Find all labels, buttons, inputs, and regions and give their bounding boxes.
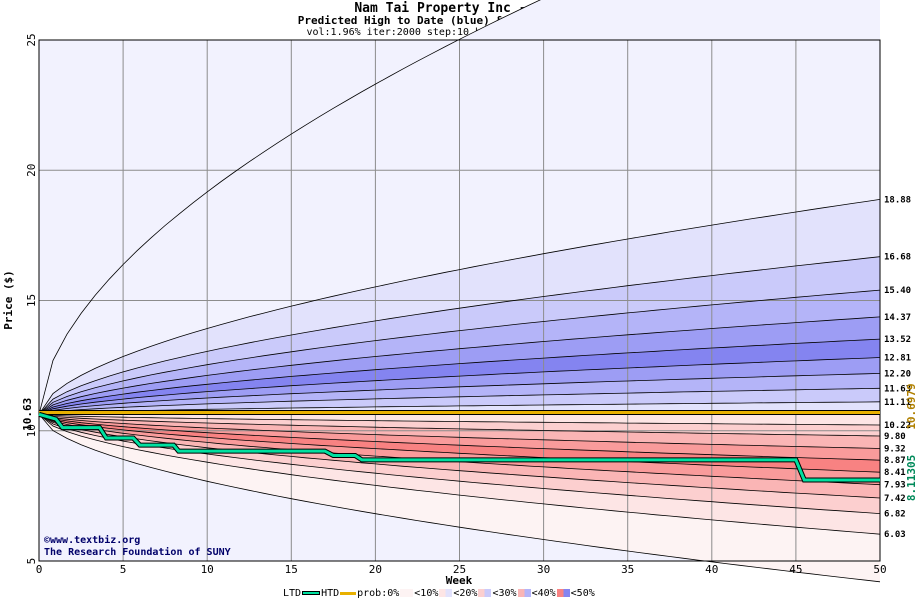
quantile-label-2: 15.40 (884, 286, 911, 296)
quantile-label-16: 6.82 (884, 510, 906, 520)
quantile-label-1: 16.68 (884, 253, 911, 263)
low-prob-band-3 (39, 414, 880, 461)
legend: LTD HTD prob:0% <10% <20% <30% <40% <50% (283, 586, 595, 600)
quantile-label-13: 8.41 (884, 468, 906, 478)
high-prob-band-2 (39, 256, 880, 415)
quantile-label-3: 14.37 (884, 313, 911, 323)
quantile-curve-18 (38, 413, 881, 535)
legend-htd-swatch (340, 591, 357, 595)
quantile-label-12: 8.87 (884, 456, 906, 466)
quantile-curve-16 (38, 413, 881, 499)
legend-swatch-20 (478, 589, 492, 597)
quantile-curve-14 (38, 413, 881, 473)
y-axis-label: Price ($) (2, 270, 15, 330)
y-tick-label-20: 20 (25, 164, 38, 177)
low-prob-band-5 (39, 414, 880, 485)
low-prob-band-8 (39, 414, 880, 535)
x-tick-label-10: 10 (201, 563, 214, 576)
x-tick-label-45: 45 (789, 563, 802, 576)
quantile-label-14: 7.93 (884, 481, 906, 491)
y-tick-label-15: 15 (25, 294, 38, 307)
legend-lt20-label: <20% (453, 587, 478, 599)
quantile-curve-11 (38, 413, 881, 437)
plot-frame (38, 39, 881, 562)
quantile-curve-13 (38, 413, 881, 461)
x-tick-label-20: 20 (369, 563, 382, 576)
legend-swatch-10 (439, 589, 453, 597)
quantile-curve-4 (38, 316, 881, 415)
y-tick-label-10: 10 (25, 424, 38, 437)
quantile-curve-5 (38, 338, 881, 415)
legend-swatch-30 (517, 589, 531, 597)
legend-lt10-label: <10% (414, 587, 439, 599)
x-tick-label-5: 5 (120, 563, 127, 576)
x-tick-label-0: 0 (36, 563, 43, 576)
quantile-label-11: 9.32 (884, 444, 906, 454)
legend-lt40-label: <40% (531, 587, 556, 599)
quantile-label-17: 6.03 (884, 530, 906, 540)
high-prob-band-5 (39, 339, 880, 415)
quantile-curve-12 (38, 413, 881, 449)
quantile-label-9: 10.22 (884, 421, 911, 431)
x-tick-label-15: 15 (285, 563, 298, 576)
ltd-line (38, 412, 880, 482)
simulation-params: vol:1.96% iter:2000 step:10 hurst:0.57 d… (306, 27, 614, 38)
quantile-label-0: 18.88 (884, 195, 911, 205)
low-prob-band-6 (39, 414, 880, 498)
legend-swatch-40 (556, 589, 570, 597)
legend-htd-label: HTD (321, 587, 340, 599)
quantile-label-15: 7.42 (884, 494, 906, 504)
quantile-curve-19 (38, 414, 881, 583)
x-tick-label-35: 35 (621, 563, 634, 576)
x-tick-label-40: 40 (705, 563, 718, 576)
legend-lt30-label: <30% (492, 587, 517, 599)
quantile-curve-0 (38, 0, 541, 415)
quantile-curve-2 (38, 256, 881, 415)
legend-lt50-label: <50% (570, 587, 595, 599)
quantile-curve-8 (38, 387, 881, 415)
legend-ltd-label: LTD (283, 587, 302, 599)
high-prob-band-3 (39, 290, 880, 415)
watermark-org: The Research Foundation of SUNY (44, 547, 231, 558)
y-tick-label-5: 5 (25, 558, 38, 565)
watermark: ©www.textbiz.org The Research Foundation… (44, 535, 231, 559)
quantile-label-10: 9.80 (884, 432, 906, 442)
watermark-url: ©www.textbiz.org (44, 535, 141, 546)
quantile-curve-7 (38, 373, 881, 415)
legend-prob-label: prob:0% (357, 587, 400, 599)
quantile-label-8: 11.11 (884, 398, 911, 408)
y-tick-label-25: 25 (25, 33, 38, 46)
legend-swatch-0 (400, 589, 414, 597)
quantile-curve-1 (38, 199, 881, 415)
chart-title: Nam Tai Property Inc - 2007 (354, 1, 566, 16)
quantile-label-7: 11.63 (884, 384, 911, 394)
quantile-curve-6 (38, 357, 881, 415)
quantile-curve-10 (38, 413, 881, 426)
start-price-label: 10.63 (21, 398, 34, 431)
low-prob-band-7 (39, 414, 880, 514)
quantile-label-6: 12.20 (884, 369, 911, 379)
current-low-label: 8.11305 (905, 455, 918, 501)
current-high-label: 10.6979 (905, 383, 918, 429)
x-tick-label-30: 30 (537, 563, 550, 576)
x-tick-label-25: 25 (453, 563, 466, 576)
x-axis-label: Week (446, 574, 473, 587)
legend-ltd-swatch (302, 591, 321, 595)
high-prob-band-4 (39, 316, 880, 415)
quantile-label-5: 12.81 (884, 354, 911, 364)
quantile-curve-9 (38, 401, 881, 415)
x-tick-label-50: 50 (873, 563, 886, 576)
quantile-curve-3 (38, 289, 881, 415)
quantile-label-4: 13.52 (884, 335, 911, 345)
